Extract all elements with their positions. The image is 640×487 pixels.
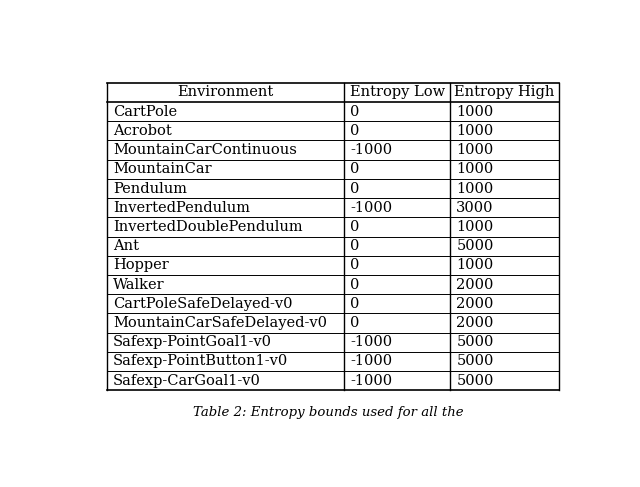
Text: Hopper: Hopper xyxy=(113,259,169,272)
Text: MountainCar: MountainCar xyxy=(113,162,212,176)
Text: 5000: 5000 xyxy=(456,374,493,388)
Text: 0: 0 xyxy=(350,316,360,330)
Text: 0: 0 xyxy=(350,124,360,138)
Text: MountainCarContinuous: MountainCarContinuous xyxy=(113,143,297,157)
Text: 1000: 1000 xyxy=(456,162,493,176)
Text: 2000: 2000 xyxy=(456,316,493,330)
Text: Table 2: Entropy bounds used for all the: Table 2: Entropy bounds used for all the xyxy=(193,406,463,419)
Text: Entropy High: Entropy High xyxy=(454,85,555,99)
Text: 1000: 1000 xyxy=(456,105,493,119)
Text: Safexp-CarGoal1-v0: Safexp-CarGoal1-v0 xyxy=(113,374,261,388)
Text: -1000: -1000 xyxy=(350,143,392,157)
Text: 1000: 1000 xyxy=(456,182,493,195)
Text: 1000: 1000 xyxy=(456,143,493,157)
Text: Environment: Environment xyxy=(178,85,274,99)
Text: CartPoleSafeDelayed-v0: CartPoleSafeDelayed-v0 xyxy=(113,297,292,311)
Text: CartPole: CartPole xyxy=(113,105,177,119)
Text: -1000: -1000 xyxy=(350,335,392,349)
Text: 0: 0 xyxy=(350,105,360,119)
Text: 2000: 2000 xyxy=(456,297,493,311)
Text: 0: 0 xyxy=(350,278,360,292)
Text: -1000: -1000 xyxy=(350,201,392,215)
Text: 1000: 1000 xyxy=(456,220,493,234)
Text: 2000: 2000 xyxy=(456,278,493,292)
Text: MountainCarSafeDelayed-v0: MountainCarSafeDelayed-v0 xyxy=(113,316,327,330)
Text: 0: 0 xyxy=(350,220,360,234)
Text: 1000: 1000 xyxy=(456,259,493,272)
Text: 0: 0 xyxy=(350,162,360,176)
Text: 0: 0 xyxy=(350,182,360,195)
Text: Entropy Low: Entropy Low xyxy=(349,85,445,99)
Text: InvertedPendulum: InvertedPendulum xyxy=(113,201,250,215)
Text: Acrobot: Acrobot xyxy=(113,124,172,138)
Text: Pendulum: Pendulum xyxy=(113,182,188,195)
Text: 5000: 5000 xyxy=(456,355,493,369)
Text: Safexp-PointGoal1-v0: Safexp-PointGoal1-v0 xyxy=(113,335,272,349)
Text: -1000: -1000 xyxy=(350,355,392,369)
Text: 0: 0 xyxy=(350,259,360,272)
Text: 1000: 1000 xyxy=(456,124,493,138)
Text: 0: 0 xyxy=(350,297,360,311)
Text: Ant: Ant xyxy=(113,239,140,253)
Text: -1000: -1000 xyxy=(350,374,392,388)
Text: 0: 0 xyxy=(350,239,360,253)
Text: 3000: 3000 xyxy=(456,201,494,215)
Text: 5000: 5000 xyxy=(456,335,493,349)
Text: InvertedDoublePendulum: InvertedDoublePendulum xyxy=(113,220,303,234)
Text: 5000: 5000 xyxy=(456,239,493,253)
Text: Safexp-PointButton1-v0: Safexp-PointButton1-v0 xyxy=(113,355,289,369)
Text: Walker: Walker xyxy=(113,278,165,292)
